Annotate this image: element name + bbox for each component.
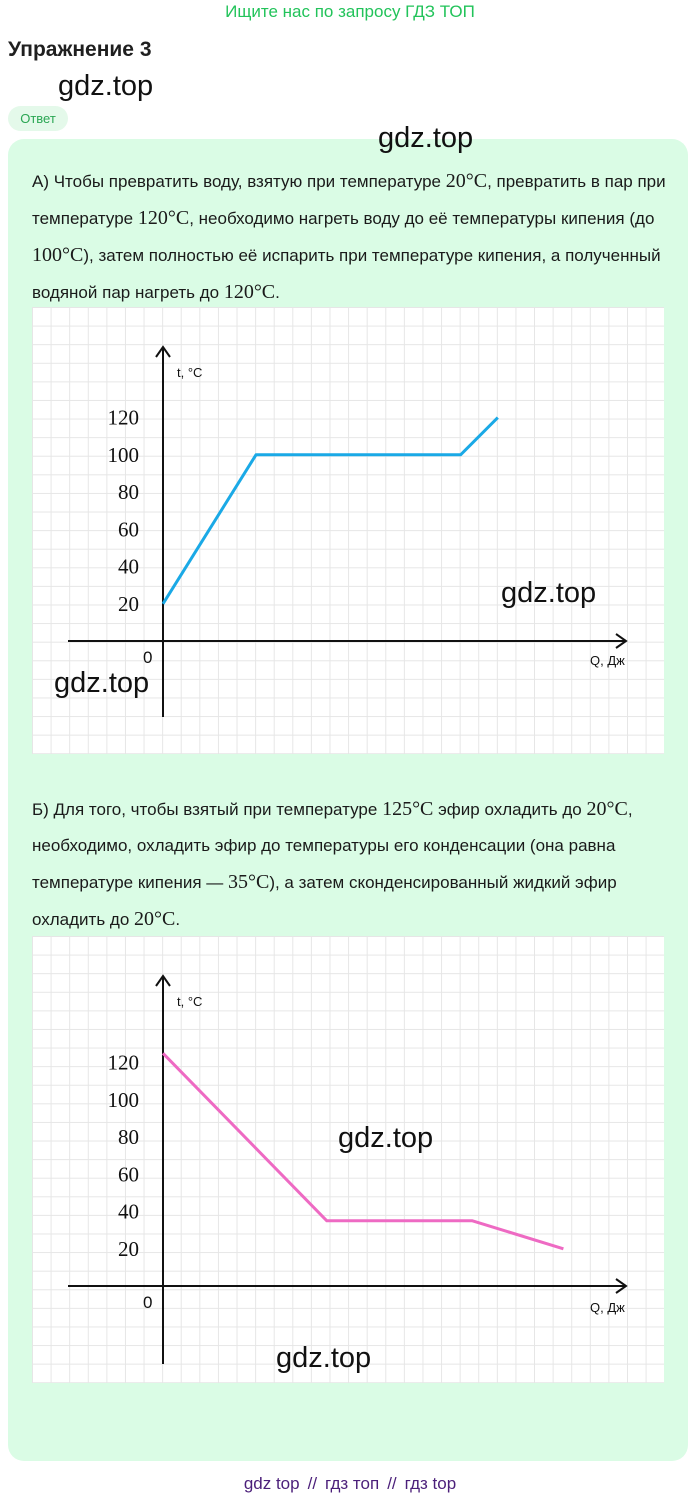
y-axis-arrow	[155, 345, 171, 358]
math-value: 120°C	[223, 281, 276, 303]
math-value: 20°C	[586, 798, 628, 820]
text-run: , необходимо, охладить эфир до температу…	[32, 800, 633, 892]
footer-link[interactable]: гдз top	[404, 1474, 457, 1493]
data-series-line	[161, 416, 499, 605]
text-run: ), а затем сконденсированный жидкий эфир…	[32, 873, 617, 929]
watermark: gdz.top	[338, 1122, 434, 1154]
y-tick-label: 20	[118, 1237, 139, 1261]
x-axis-arrow	[615, 633, 628, 649]
math-value: 20°C	[445, 170, 488, 192]
footer-link[interactable]: гдз топ	[325, 1474, 380, 1493]
y-tick-label: 120	[108, 406, 140, 430]
footer-separator: //	[387, 1474, 397, 1493]
y-tick-label: 60	[118, 517, 139, 541]
footer-separator: //	[307, 1474, 318, 1493]
answer-paragraph-a: А) Чтобы превратить воду, взятую при тем…	[32, 163, 672, 311]
answer-paragraph-b: Б) Для того, чтобы взятый при температур…	[32, 791, 672, 938]
y-tick-label: 20	[118, 592, 139, 616]
watermark: gdz.top	[58, 70, 154, 102]
exercise-title: Упражнение 3	[8, 38, 152, 61]
math-value: 100°C	[32, 244, 84, 266]
y-tick-label: 80	[118, 1125, 139, 1149]
chart-a-svg: t, °C Q, Дж 0 20 40 60 80 100 120	[68, 345, 628, 717]
chart-b-svg: t, °C Q, Дж 0 20 40 60 80 100 120	[68, 974, 628, 1364]
text-run: .	[175, 910, 181, 929]
watermark: gdz.top	[54, 667, 150, 699]
x-axis-label: Q, Дж	[590, 1300, 625, 1315]
math-value: 125°C	[382, 798, 434, 820]
text-run: .	[275, 283, 280, 302]
origin-label: 0	[143, 1293, 152, 1312]
watermark: gdz.top	[276, 1342, 372, 1374]
y-tick-label: 100	[108, 443, 140, 467]
text-run: А) Чтобы превратить воду, взятую при тем…	[32, 172, 446, 191]
x-axis-arrow	[615, 1278, 628, 1294]
watermark: gdz.top	[378, 122, 474, 154]
text-run: ), затем полностью её испарить при темпе…	[32, 246, 661, 302]
text-run: Б) Для того, чтобы взятый при температур…	[32, 800, 383, 819]
y-tick-label: 120	[108, 1051, 140, 1075]
math-value: 35°C	[227, 871, 270, 893]
math-value: 20°C	[134, 908, 176, 930]
y-tick-label: 60	[118, 1162, 139, 1186]
text-run: , превратить в пар при температуре	[32, 172, 666, 228]
y-tick-label: 40	[118, 1200, 139, 1224]
search-banner: Ищите нас по запросу ГДЗ ТОП	[225, 2, 475, 21]
origin-label: 0	[143, 648, 152, 667]
footer-link[interactable]: gdz top	[243, 1474, 300, 1493]
y-tick-label: 80	[118, 480, 139, 504]
data-series-line	[161, 1052, 564, 1251]
y-axis-label: t, °C	[177, 365, 202, 380]
y-axis-arrow	[155, 974, 171, 987]
footer-links: gdz top // гдз топ // гдз top	[0, 1474, 700, 1494]
watermark: gdz.top	[501, 577, 597, 609]
y-tick-label: 100	[108, 1088, 140, 1112]
text-run: эфир охладить до	[433, 800, 587, 819]
x-axis-label: Q, Дж	[590, 653, 625, 668]
chart-a: t, °C Q, Дж 0 20 40 60 80 100 120	[32, 307, 664, 754]
chart-b: t, °C Q, Дж 0 20 40 60 80 100 120	[32, 936, 664, 1383]
y-tick-label: 40	[118, 555, 139, 579]
math-value: 120°C	[137, 207, 190, 229]
text-run: , необходимо нагреть воду до её температ…	[189, 209, 655, 228]
answer-tab[interactable]: Ответ	[8, 106, 68, 131]
y-axis-label: t, °C	[177, 994, 202, 1009]
